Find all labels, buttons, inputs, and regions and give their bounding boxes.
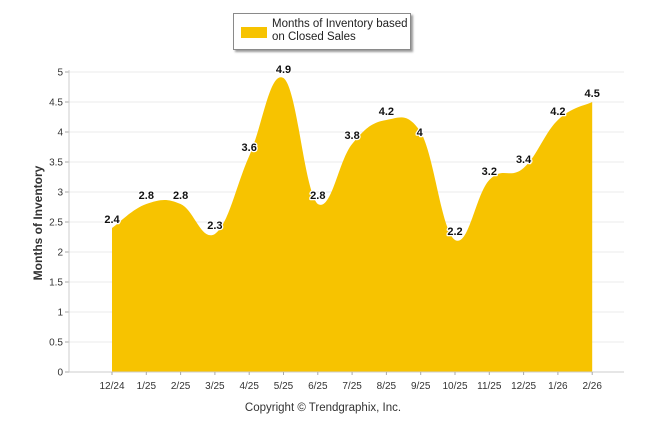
data-label: 4.5 <box>585 88 600 100</box>
legend: Months of Inventory based on Closed Sale… <box>233 13 411 50</box>
x-tick-label: 12/24 <box>99 381 124 392</box>
series-area <box>112 77 593 372</box>
x-tick-label: 12/25 <box>511 381 536 392</box>
data-label: 4.9 <box>276 64 291 76</box>
x-tick-label: 5/25 <box>274 381 294 392</box>
y-tick-label: 4 <box>57 128 63 139</box>
data-label: 4.2 <box>550 106 565 118</box>
data-label: 2.2 <box>447 226 462 238</box>
x-tick-label: 2/25 <box>171 381 191 392</box>
x-tick-label: 8/25 <box>377 381 397 392</box>
x-tick-label: 2/26 <box>582 381 602 392</box>
data-label: 2.4 <box>104 214 120 226</box>
y-tick-label: 2 <box>57 248 63 259</box>
data-label: 4 <box>417 127 424 139</box>
y-tick-label: 4.5 <box>49 98 63 109</box>
legend-label: Months of Inventory based on Closed Sale… <box>272 18 408 43</box>
x-tick-label: 9/25 <box>411 381 431 392</box>
x-tick-label: 4/25 <box>239 381 259 392</box>
data-label: 4.2 <box>379 106 394 118</box>
y-tick-label: 2.5 <box>49 218 63 229</box>
x-tick-label: 6/25 <box>308 381 328 392</box>
y-tick-label: 3 <box>57 188 63 199</box>
x-tick-label: 1/25 <box>137 381 157 392</box>
x-tick-label: 7/25 <box>342 381 362 392</box>
x-tick-label: 11/25 <box>477 381 502 392</box>
y-axis-title: Months of Inventory <box>31 165 45 280</box>
copyright-footer: Copyright © Trendgraphix, Inc. <box>244 402 402 414</box>
y-tick-label: 1.5 <box>49 278 63 289</box>
data-label: 2.8 <box>310 190 325 202</box>
data-label: 2.8 <box>139 190 154 202</box>
data-label: 2.3 <box>207 220 222 232</box>
data-label: 3.4 <box>516 154 532 166</box>
data-label: 3.6 <box>242 142 257 154</box>
x-tick-labels: 12/24 1/25 2/25 3/25 4/25 5/25 6/25 7/25 8/25 9/2… <box>99 372 602 392</box>
data-labels: 2.4 2.8 2.8 2.3 3.6 4.9 2.8 3.8 4.2 4 2.2 3.2 3.4 4.2… <box>103 63 601 240</box>
data-label: 3.2 <box>482 166 497 178</box>
y-tick-label: 1 <box>57 308 63 319</box>
x-tick-label: 3/25 <box>205 381 225 392</box>
y-tick-label: 0.5 <box>49 338 63 349</box>
axes <box>68 70 624 373</box>
x-tick-label: 1/26 <box>548 381 568 392</box>
y-tick-labels: 0 0.5 1 1.5 2 2.5 3 3.5 4 4.5 5 <box>49 68 63 379</box>
legend-swatch <box>241 27 267 38</box>
y-tick-label: 0 <box>57 368 63 379</box>
x-tick-label: 10/25 <box>442 381 467 392</box>
data-label: 2.8 <box>173 190 188 202</box>
data-label: 3.8 <box>344 130 359 142</box>
y-tick-label: 5 <box>57 68 63 79</box>
y-tick-label: 3.5 <box>49 158 63 169</box>
